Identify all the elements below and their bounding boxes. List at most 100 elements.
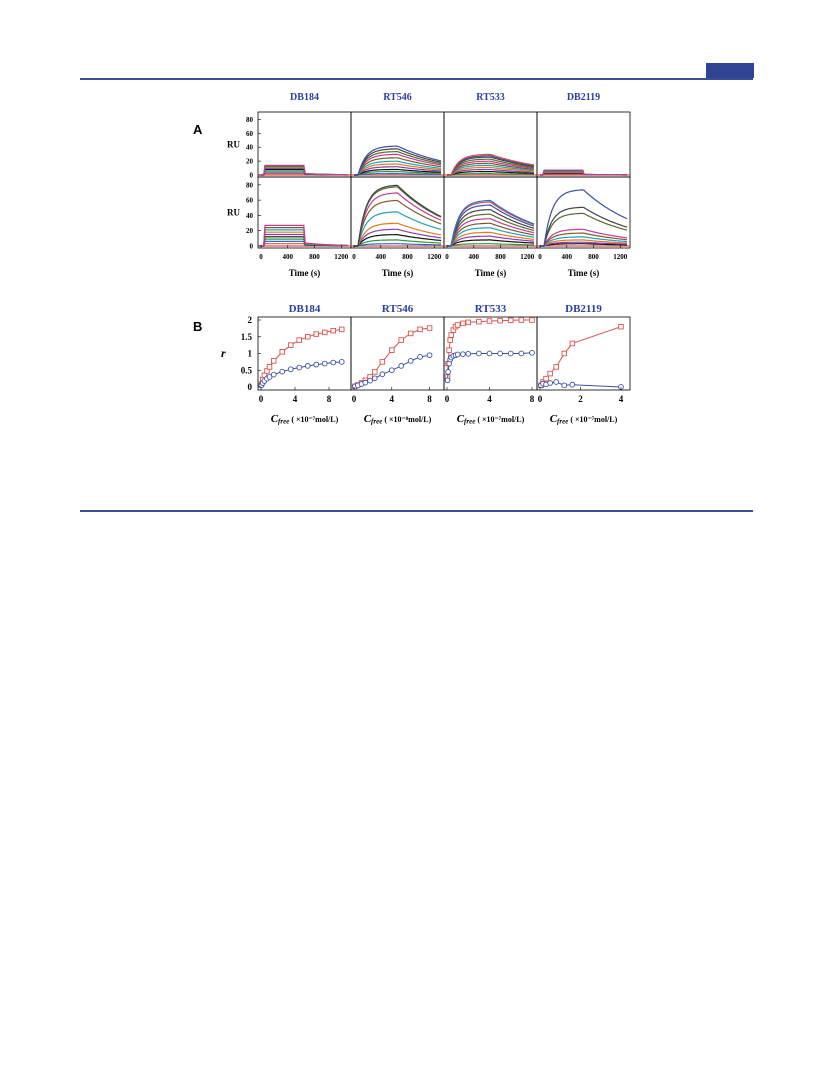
data-point-circle xyxy=(279,368,286,375)
x-tick-label: 0 xyxy=(352,253,356,261)
data-point-circle xyxy=(379,371,386,378)
top-rule xyxy=(80,78,753,80)
data-point-square xyxy=(465,319,472,326)
sensorgram-curve xyxy=(540,212,628,247)
sensorgram-curve xyxy=(447,218,535,247)
x-tick-label: 4 xyxy=(619,394,624,404)
data-point-square xyxy=(508,317,514,324)
sensorgram-curve xyxy=(447,156,535,176)
data-point-circle xyxy=(398,363,405,369)
panel-b-drug-title: RT546 xyxy=(382,303,414,315)
panel-b-drug-title: DB2119 xyxy=(565,303,602,315)
sensorgram-curve xyxy=(354,163,442,176)
panel-label-b: B xyxy=(193,319,202,334)
sensorgram-curve xyxy=(540,239,628,247)
sensorgram-curve xyxy=(447,222,535,247)
data-point-circle xyxy=(371,375,378,382)
y-axis-label: r xyxy=(221,346,226,360)
sensorgram-curve xyxy=(354,234,442,247)
y-tick-label: 0.5 xyxy=(241,365,253,375)
sensorgram-curve xyxy=(447,231,535,247)
data-point-circle xyxy=(362,379,369,386)
y-tick-label: 40 xyxy=(246,212,254,220)
x-axis-label: Time (s) xyxy=(568,268,600,278)
sensorgram-curve xyxy=(354,148,442,176)
data-point-square xyxy=(426,325,433,331)
data-point-square xyxy=(313,331,320,337)
sensorgram-curve xyxy=(447,209,535,247)
sensorgram-curve xyxy=(354,160,442,176)
y-tick-label: 0 xyxy=(248,382,253,392)
panel-b: DB184 0 4 8 Cfree ( ×10⁻⁷mol/L) RT546 0 4 8 Cfree… xyxy=(221,303,631,426)
x-axis-label: Cfree ( ×10⁻⁷mol/L) xyxy=(550,413,618,426)
data-point-square xyxy=(446,347,452,353)
y-tick-label: 40 xyxy=(246,144,254,152)
data-point-square xyxy=(266,364,273,370)
sensorgram-curve xyxy=(354,168,441,176)
data-point-square xyxy=(279,349,286,355)
sensorgram-curve xyxy=(447,164,535,176)
sensorgram-frame xyxy=(536,176,631,249)
x-tick-label: 0 xyxy=(352,394,357,404)
data-point-square xyxy=(417,326,423,333)
data-point-square xyxy=(447,337,453,343)
sensorgram-curve xyxy=(354,199,442,247)
y-tick-label: 0 xyxy=(250,172,254,180)
x-tick-label: 4 xyxy=(293,394,298,404)
data-point-circle xyxy=(313,361,320,368)
sensorgram-curve xyxy=(447,166,535,176)
data-point-circle xyxy=(296,364,303,371)
data-point-circle xyxy=(529,349,535,356)
x-tick-label: 1200 xyxy=(613,253,628,261)
x-tick-label: 400 xyxy=(283,253,294,261)
sensorgram-curve xyxy=(354,171,441,176)
sensorgram-curve xyxy=(447,162,535,176)
data-point-circle xyxy=(553,379,560,385)
x-tick-label: 800 xyxy=(402,253,413,261)
panel-b-drug-title: RT533 xyxy=(475,303,507,315)
data-point-circle xyxy=(465,350,472,357)
isotherm-fit-line xyxy=(540,381,622,388)
panel-b-drug-title: DB184 xyxy=(289,303,321,315)
data-point-circle xyxy=(270,371,277,378)
sensorgram-curve xyxy=(447,171,534,176)
sensorgram-curve xyxy=(354,192,442,247)
panel-a-drug-title: DB184 xyxy=(290,92,319,103)
data-point-circle xyxy=(561,382,568,389)
data-point-square xyxy=(305,334,311,340)
data-point-circle xyxy=(445,369,451,375)
y-tick-label: 20 xyxy=(246,227,254,235)
data-point-circle xyxy=(304,363,311,369)
sensorgram-frame xyxy=(536,111,631,178)
sensorgram-curve xyxy=(354,228,442,247)
x-tick-label: 400 xyxy=(376,253,387,261)
data-point-circle xyxy=(547,380,553,386)
x-tick-label: 400 xyxy=(469,253,480,261)
y-tick-label: 20 xyxy=(246,158,254,166)
data-point-circle xyxy=(367,377,373,384)
data-point-circle xyxy=(330,359,337,366)
data-point-square xyxy=(518,317,525,323)
y-tick-label: 2 xyxy=(248,315,253,325)
sensorgram-curve xyxy=(354,222,442,247)
data-point-square xyxy=(296,337,303,343)
x-tick-label: 800 xyxy=(495,253,506,261)
header-box xyxy=(706,63,754,78)
data-point-square xyxy=(339,326,345,333)
sensorgram-curve xyxy=(447,235,535,247)
data-point-square xyxy=(379,359,386,365)
x-tick-label: 400 xyxy=(562,253,573,261)
y-tick-label: 80 xyxy=(246,116,254,124)
x-tick-label: 0 xyxy=(445,394,450,404)
x-axis-label: Cfree ( ×10⁻⁷mol/L) xyxy=(271,413,339,426)
data-point-square xyxy=(476,318,482,325)
bottom-rule xyxy=(80,510,753,512)
isotherm-frame xyxy=(536,316,631,391)
panel-a-drug-title: RT546 xyxy=(383,92,412,103)
y-tick-label: 1.5 xyxy=(241,332,253,342)
data-point-square xyxy=(288,342,294,348)
data-point-circle xyxy=(287,366,294,373)
data-point-square xyxy=(529,317,535,323)
data-point-square xyxy=(372,369,378,375)
